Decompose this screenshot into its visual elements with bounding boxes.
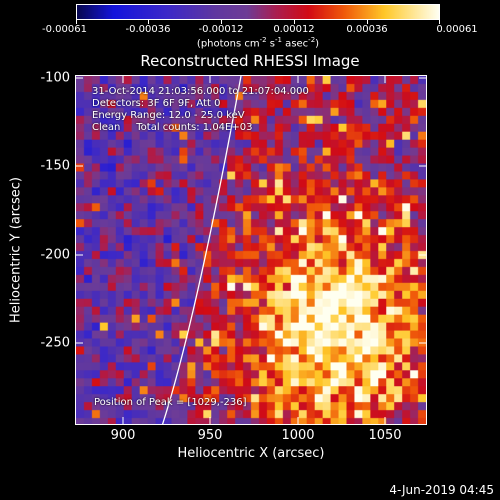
colorbar-tick bbox=[76, 19, 77, 24]
colorbar-tick-label: -0.00012 bbox=[198, 24, 244, 35]
plot-overlay bbox=[161, 76, 242, 424]
rhessi-image bbox=[76, 76, 426, 424]
colorbar-tick bbox=[148, 19, 149, 24]
x-axis-label: Heliocentric X (arcsec) bbox=[177, 446, 325, 461]
colorbar-gradient bbox=[77, 5, 439, 19]
peak-position: Position of Peak = [1029,-236] bbox=[94, 397, 247, 408]
y-tick-label: -100 bbox=[40, 70, 70, 86]
info-clean-counts: Clean Total counts: 1.04E+03 bbox=[92, 122, 253, 133]
x-tick-label: 900 bbox=[110, 428, 136, 443]
info-energy-range: Energy Range: 12.0 - 25.0 keV bbox=[92, 110, 245, 121]
x-tick-label: 950 bbox=[197, 428, 223, 443]
colorbar-tick bbox=[439, 19, 440, 24]
colorbar-tick-label: 0.00061 bbox=[436, 24, 478, 35]
info-time-range: 31-Oct-2014 21:03:56.000 to 21:07:04.000 bbox=[92, 86, 309, 97]
x-tick-label: 1050 bbox=[368, 428, 402, 443]
timestamp: 4-Jun-2019 04:45 bbox=[389, 483, 494, 497]
colorbar bbox=[76, 4, 440, 20]
y-tick-label: -150 bbox=[40, 158, 70, 174]
colorbar-tick bbox=[294, 19, 295, 24]
y-tick-label: -250 bbox=[40, 335, 70, 351]
colorbar-tick bbox=[367, 19, 368, 24]
colorbar-tick bbox=[221, 19, 222, 24]
image-plot: 31-Oct-2014 21:03:56.000 to 21:07:04.000… bbox=[75, 75, 427, 425]
colorbar-tick-label: 0.00036 bbox=[346, 24, 388, 35]
y-tick-label: -200 bbox=[40, 247, 70, 263]
colorbar-tick-label: -0.00036 bbox=[125, 24, 171, 35]
colorbar-tick-label: 0.00012 bbox=[273, 24, 315, 35]
plot-title: Reconstructed RHESSI Image bbox=[140, 52, 360, 70]
y-axis-label: Heliocentric Y (arcsec) bbox=[8, 177, 24, 323]
solar-limb-line bbox=[161, 76, 242, 424]
colorbar-tick-label: -0.00061 bbox=[42, 24, 87, 35]
x-tick-label: 1000 bbox=[281, 428, 315, 443]
info-detectors: Detectors: 3F 6F 9F, Att 0 bbox=[92, 98, 221, 109]
colorbar-units: (photons cm-2 s-1 asec-2) bbox=[196, 36, 320, 50]
